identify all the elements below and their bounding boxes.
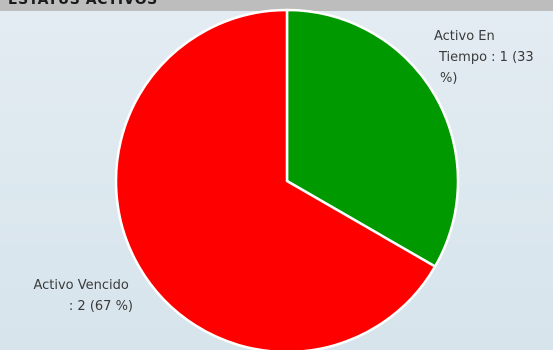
- slice-label-line: %): [440, 71, 457, 86]
- pie-slice-activo-vencido[interactable]: [114, 8, 437, 350]
- slice-label-activo-vencido: Activo Vencido : 2 (67 %): [33, 278, 133, 314]
- slice-label-line: Activo En: [434, 29, 495, 44]
- slice-label-line: Activo Vencido: [33, 278, 128, 293]
- slice-label-activo-en-tiempo: Activo En Tiempo : 1 (33 %): [434, 29, 538, 86]
- chart-title: ESTATUS ACTIVOS: [8, 0, 158, 8]
- header-bar: ESTATUS ACTIVOS: [0, 0, 553, 11]
- slice-label-line: : 2 (67 %): [69, 299, 133, 314]
- pie-slice-activo-en-tiempo[interactable]: [285, 8, 460, 268]
- pie-slices: [114, 8, 460, 350]
- slice-label-line: Tiempo : 1 (33: [438, 50, 534, 65]
